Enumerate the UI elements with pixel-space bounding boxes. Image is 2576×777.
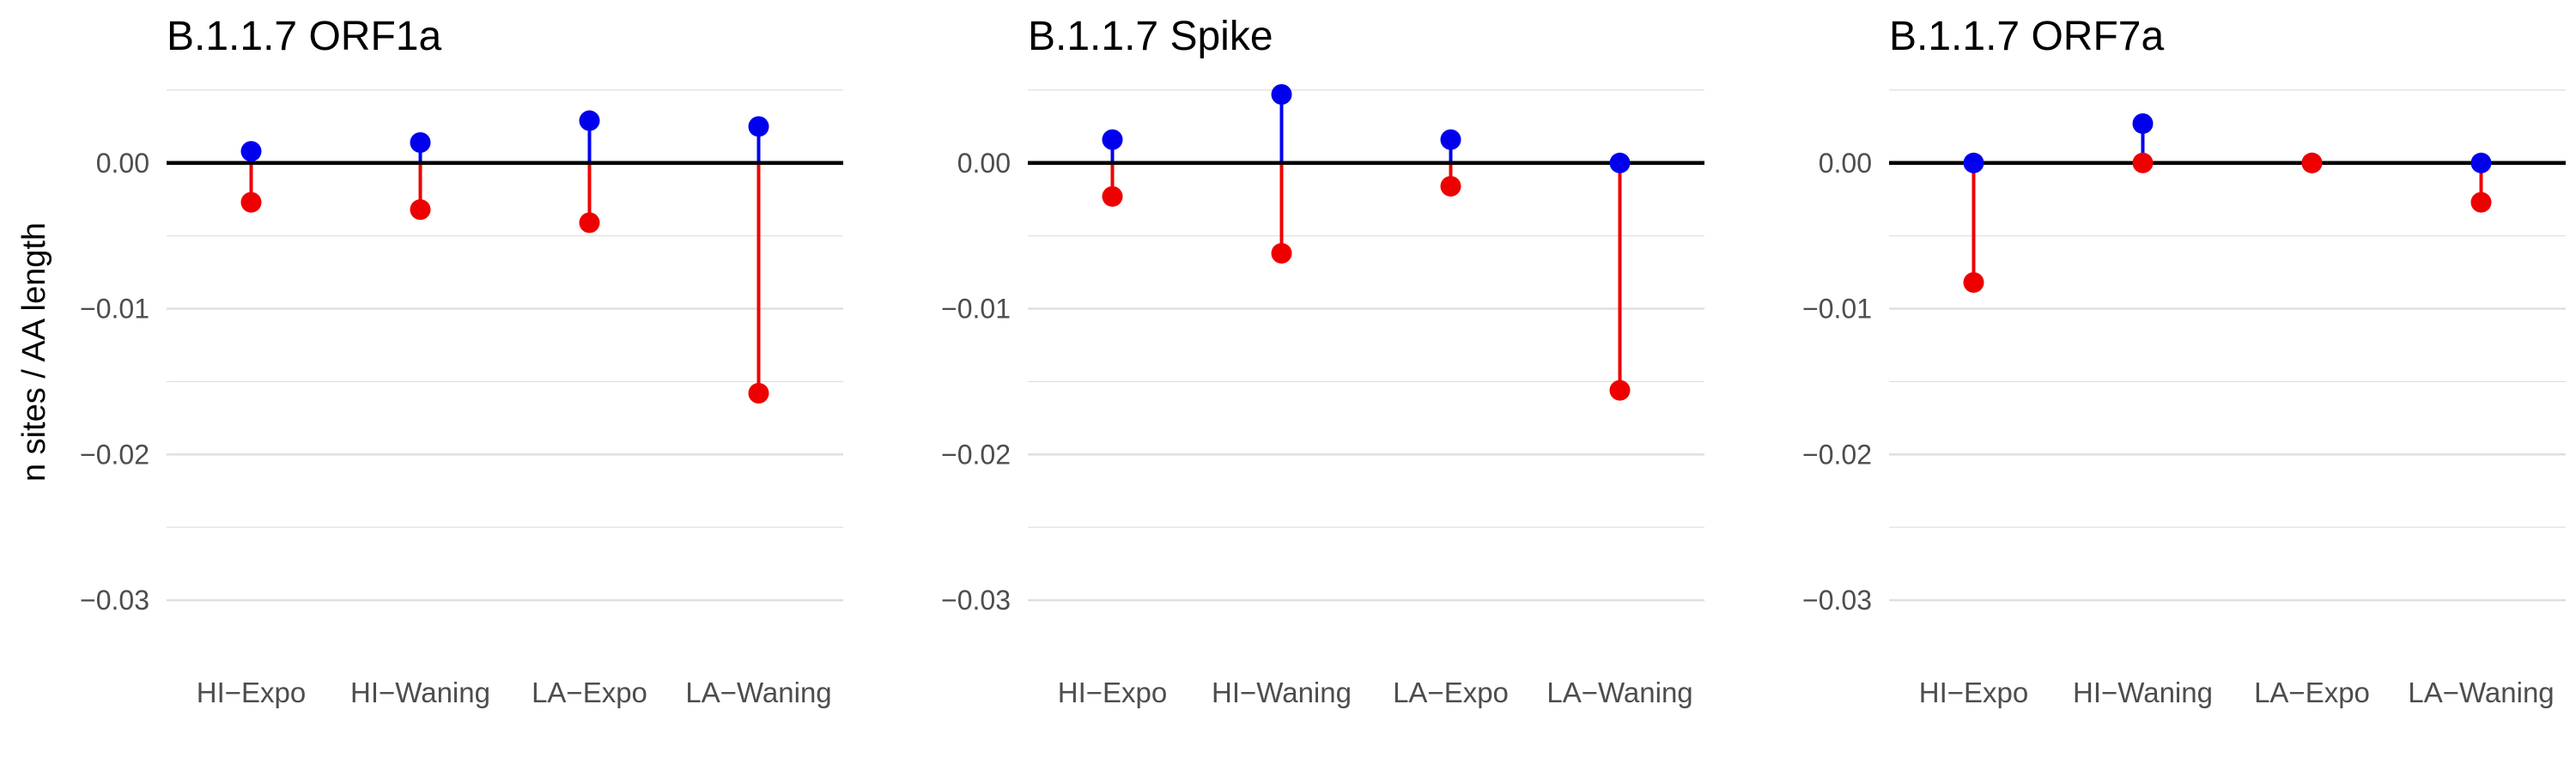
chart-panel: 0.00 −0.01 −0.02 −0.03 B.1.1.7 Spike HI−Expo H… <box>941 14 1704 708</box>
x-tick-label: HI−Expo <box>1058 677 1168 708</box>
y-tick-label: −0.02 <box>80 439 149 470</box>
chart-title: B.1.1.7 ORF7a <box>1889 14 2164 59</box>
x-tick-label: LA−Waning <box>2408 677 2554 708</box>
blue-point <box>1609 152 1631 173</box>
red-point <box>240 191 262 213</box>
y-tick-label: −0.03 <box>1802 585 1872 616</box>
blue-point <box>579 110 600 131</box>
y-tick-label: 0.00 <box>957 148 1011 179</box>
y-tick-label: 0.00 <box>96 148 149 179</box>
blue-point <box>410 132 431 154</box>
chart-title: B.1.1.7 ORF1a <box>167 14 441 59</box>
red-point <box>1102 185 1123 207</box>
x-tick-label: HI−Waning <box>2073 677 2213 708</box>
x-tick-label: HI−Waning <box>350 677 490 708</box>
x-tick-label: HI−Expo <box>1919 677 2029 708</box>
y-axis-label: n sites / AA length <box>16 222 52 482</box>
blue-point <box>748 116 769 137</box>
y-tick-label: −0.03 <box>941 585 1011 616</box>
y-tick-label: −0.03 <box>80 585 149 616</box>
x-tick-label: HI−Waning <box>1212 677 1352 708</box>
x-tick-label: HI−Expo <box>197 677 307 708</box>
x-tick-label: LA−Waning <box>1546 677 1692 708</box>
blue-point <box>240 141 262 162</box>
x-tick-label: LA−Expo <box>1393 677 1509 708</box>
red-point <box>1440 175 1461 197</box>
blue-point <box>1440 129 1461 150</box>
y-tick-label: −0.01 <box>80 294 149 325</box>
blue-point <box>2132 112 2154 134</box>
blue-point <box>1102 129 1123 150</box>
red-point <box>1609 379 1631 401</box>
red-point <box>2301 152 2323 173</box>
red-point <box>1271 243 1292 264</box>
x-tick-label: LA−Waning <box>685 677 831 708</box>
red-point <box>1963 271 1984 293</box>
y-tick-label: −0.02 <box>941 439 1011 470</box>
red-point <box>579 212 600 234</box>
x-tick-label: LA−Expo <box>2254 677 2370 708</box>
chart-title: B.1.1.7 Spike <box>1028 14 1273 59</box>
x-tick-label: LA−Expo <box>532 677 647 708</box>
red-point <box>410 199 431 221</box>
red-point <box>748 383 769 404</box>
blue-point <box>1963 152 1984 173</box>
blue-point <box>2470 152 2492 173</box>
red-point <box>2132 152 2154 173</box>
y-tick-label: 0.00 <box>1819 148 1872 179</box>
y-tick-label: −0.01 <box>1802 294 1872 325</box>
chart-panel: 0.00 −0.01 −0.02 −0.03 B.1.1.7 ORF7a HI−Expo H… <box>1802 14 2566 708</box>
red-point <box>2470 191 2492 213</box>
chart-panel: 0.00 −0.01 −0.02 −0.03 B.1.1.7 ORF1a HI−Expo H… <box>80 14 843 708</box>
y-tick-label: −0.01 <box>941 294 1011 325</box>
blue-point <box>1271 84 1292 105</box>
y-tick-label: −0.02 <box>1802 439 1872 470</box>
